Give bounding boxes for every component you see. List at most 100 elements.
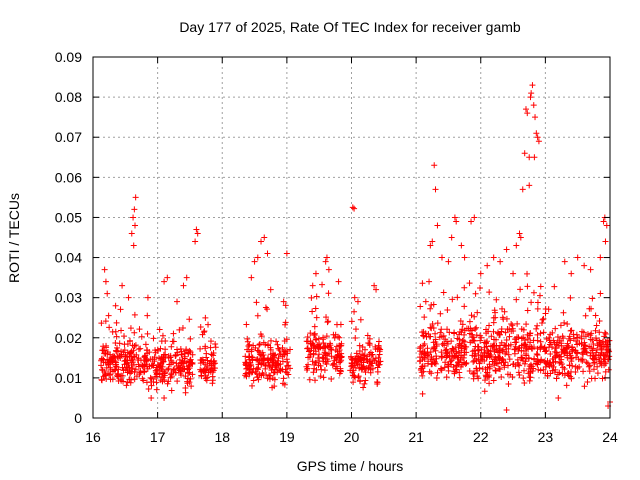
data-point [545, 306, 552, 313]
data-point [563, 382, 570, 389]
data-point [152, 373, 159, 380]
data-point [419, 390, 426, 397]
data-point [501, 308, 508, 315]
data-point [250, 365, 257, 372]
data-point [417, 357, 424, 364]
data-point [538, 319, 545, 326]
data-point [127, 325, 134, 332]
data-point [143, 357, 150, 364]
data-point [256, 341, 263, 348]
x-tick-label: 23 [538, 429, 554, 445]
data-point [470, 358, 477, 365]
data-point [199, 331, 206, 338]
data-point [420, 342, 427, 349]
data-point [327, 340, 334, 347]
data-point [449, 296, 456, 303]
data-point [453, 218, 460, 225]
data-point [254, 356, 261, 363]
data-point [142, 352, 149, 359]
data-point [349, 204, 356, 211]
data-point [112, 361, 119, 368]
data-point [517, 234, 524, 241]
data-point [359, 351, 366, 358]
data-point [335, 333, 342, 340]
data-point [474, 309, 481, 316]
data-point [153, 386, 160, 393]
data-point [144, 363, 151, 370]
data-point [180, 282, 187, 289]
data-point [168, 373, 175, 380]
data-point [261, 234, 268, 241]
data-point [434, 320, 441, 327]
x-tick-labels: 16 17 18 19 20 21 22 23 24 [85, 429, 618, 445]
data-point [148, 382, 155, 389]
data-point [124, 357, 131, 364]
data-point [157, 377, 164, 384]
data-point [253, 299, 260, 306]
data-point [460, 359, 467, 366]
data-point [174, 349, 181, 356]
data-point [547, 331, 554, 338]
data-point [589, 295, 596, 302]
data-point [496, 349, 503, 356]
data-point [361, 355, 368, 362]
data-point [444, 352, 451, 359]
data-point [534, 357, 541, 364]
data-point [310, 350, 317, 357]
data-point [471, 353, 478, 360]
data-point [350, 379, 357, 386]
data-point [433, 375, 440, 382]
data-point [328, 376, 335, 383]
data-point [546, 334, 553, 341]
data-point [530, 365, 537, 372]
data-point [521, 367, 528, 374]
data-point [334, 365, 341, 372]
data-point [99, 347, 106, 354]
data-point [373, 286, 380, 293]
data-point [419, 372, 426, 379]
data-point [242, 372, 249, 379]
data-point [502, 329, 509, 336]
data-point [322, 344, 329, 351]
data-point [313, 293, 320, 300]
data-point [592, 327, 599, 334]
data-point [138, 333, 145, 340]
data-point [376, 338, 383, 345]
data-point [207, 358, 214, 365]
data-point [593, 346, 600, 353]
y-tick-label: 0.03 [55, 290, 82, 306]
data-point [540, 329, 547, 336]
data-point [526, 374, 533, 381]
data-point [455, 359, 462, 366]
data-point [549, 367, 556, 374]
data-point [118, 327, 125, 334]
data-point [566, 362, 573, 369]
data-point [128, 230, 135, 237]
data-point [553, 375, 560, 382]
data-point [486, 322, 493, 329]
y-tick-label: 0 [74, 410, 82, 426]
data-point [120, 367, 127, 374]
data-point [366, 358, 373, 365]
data-point [535, 366, 542, 373]
data-point [596, 339, 603, 346]
data-point [521, 360, 528, 367]
data-point [450, 347, 457, 354]
data-point [139, 362, 146, 369]
data-point [593, 356, 600, 363]
data-point [352, 326, 359, 333]
data-point [477, 270, 484, 277]
data-point [198, 368, 205, 375]
data-point [563, 344, 570, 351]
data-point [212, 344, 219, 351]
data-point [351, 308, 358, 315]
data-point [371, 282, 378, 289]
data-point [444, 340, 451, 347]
data-point [359, 343, 366, 350]
data-point [325, 266, 332, 273]
data-point [495, 353, 502, 360]
data-point [105, 312, 112, 319]
data-point [452, 368, 459, 375]
data-point [521, 341, 528, 348]
